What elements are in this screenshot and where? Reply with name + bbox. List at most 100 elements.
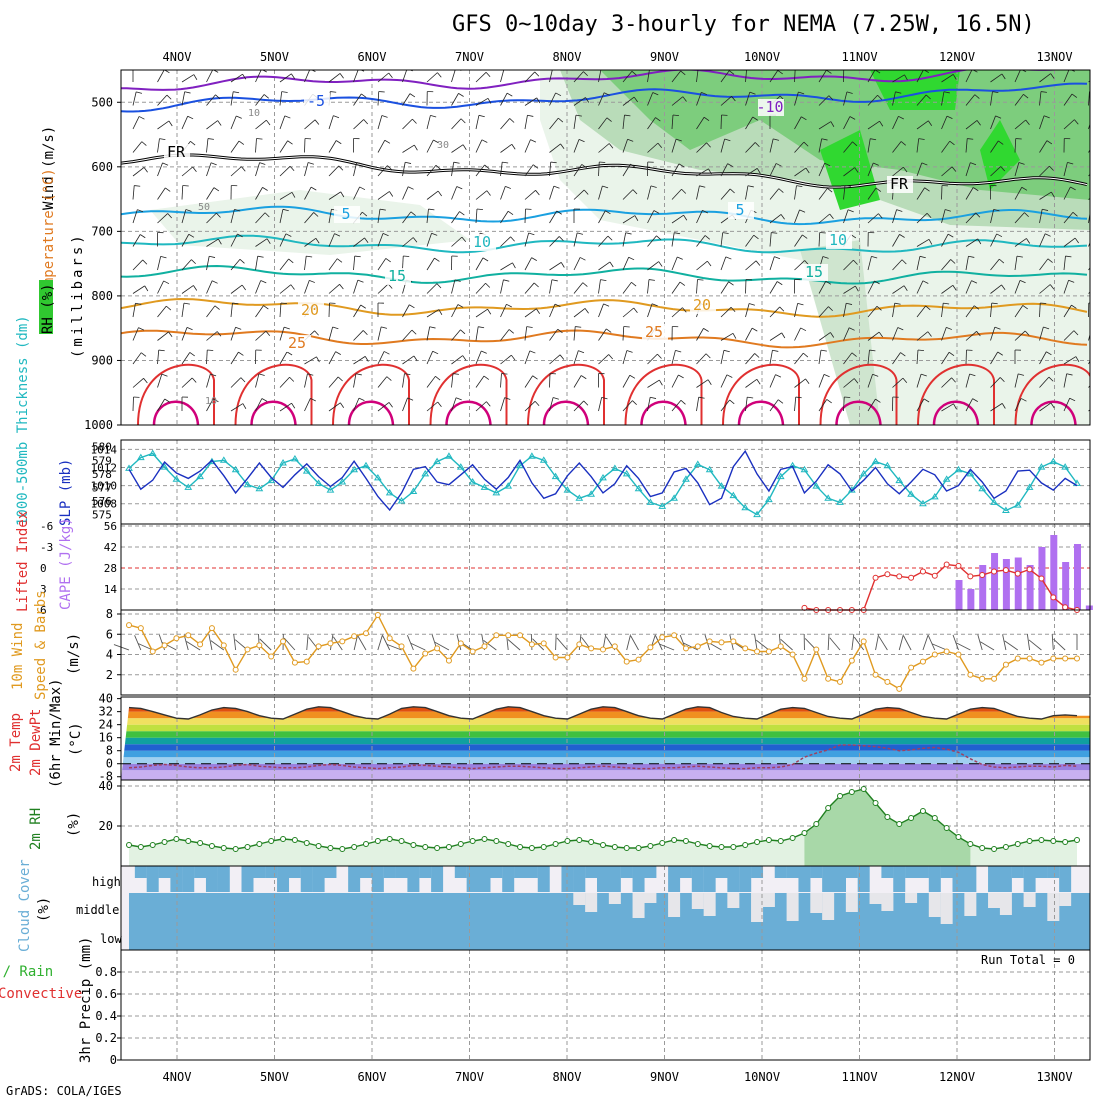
wind-barb xyxy=(647,142,659,153)
cloud-ylabel-2: (%) xyxy=(36,897,52,922)
cloud-mid-gap xyxy=(1047,893,1060,921)
wind-barb-flag xyxy=(624,114,631,117)
wind-barb xyxy=(843,352,853,365)
wind-barb xyxy=(475,139,483,153)
wind-barb-flag xyxy=(993,208,1000,212)
wind10m-speed-marker xyxy=(505,632,512,639)
cape-bar xyxy=(979,565,987,610)
wind10m-speed-marker xyxy=(552,654,559,661)
wind-barb xyxy=(818,138,823,153)
wind-barb xyxy=(745,92,751,106)
cloud-cover-blocks xyxy=(121,866,1090,950)
wind-barb-flag xyxy=(193,285,198,291)
wind-barb xyxy=(230,209,235,224)
wind-barb xyxy=(818,232,821,247)
lifted-index-marker xyxy=(967,573,974,580)
rh2m-marker xyxy=(268,838,275,844)
wind-barb xyxy=(794,116,802,130)
wind-barb-flag xyxy=(213,187,220,192)
wind-barb xyxy=(255,212,266,224)
wind-barb xyxy=(451,70,456,83)
rh2m-marker xyxy=(1014,841,1021,847)
wind-barb-flag xyxy=(313,212,319,217)
wind-barb xyxy=(818,163,826,177)
wind-barb xyxy=(1063,280,1069,294)
wind-barb xyxy=(941,91,945,106)
wind-barb xyxy=(377,351,385,365)
date-label-top-11NOV: 11NOV xyxy=(841,50,877,64)
cloud-label-high: high xyxy=(92,875,121,889)
wind-barb-flag xyxy=(501,373,508,375)
cloud-high-block xyxy=(371,866,384,892)
wind-barb xyxy=(402,373,405,388)
cloud-mid-gap xyxy=(608,893,621,904)
rh2m-marker xyxy=(1074,837,1080,843)
wind-barb-flag xyxy=(798,91,805,95)
wind-barb xyxy=(794,260,806,271)
wind-barb-flag xyxy=(584,308,589,314)
wind-barb xyxy=(500,162,503,177)
wind-barb-flag xyxy=(140,352,147,357)
contour-label-20: 20 xyxy=(301,301,319,319)
cloud-high-block xyxy=(928,866,941,892)
wind-barb xyxy=(500,211,509,224)
wind-barb-flag xyxy=(657,142,663,148)
wind-barb-flag xyxy=(1069,397,1076,402)
wind-barb-flag xyxy=(258,373,265,376)
wind-barb xyxy=(353,373,357,388)
lifted-index-marker xyxy=(955,562,962,569)
wind-barb xyxy=(818,350,822,365)
thickness-tick: 578 xyxy=(92,468,112,481)
wind-barb xyxy=(451,93,459,106)
wind-barb xyxy=(181,209,187,224)
thickness-marker xyxy=(1049,457,1058,465)
wind-barb xyxy=(892,209,897,224)
wind-barb-flag xyxy=(652,92,659,96)
wind-barb-flag xyxy=(410,211,416,216)
wind10m-speed-marker xyxy=(706,638,713,645)
wind-barb xyxy=(696,397,700,412)
wind-barb xyxy=(304,398,311,412)
wind-barb xyxy=(304,237,317,247)
wind-barb xyxy=(843,116,851,130)
wind-barb-flag xyxy=(215,94,221,100)
wind10m-ylabel-3: (m/s) xyxy=(66,633,82,675)
temp-band xyxy=(121,706,1090,712)
wind-barb xyxy=(230,403,244,412)
wind-barb-flag xyxy=(726,374,733,378)
wind-barb xyxy=(279,140,288,153)
cloud-high-block xyxy=(573,866,586,892)
wind-barb xyxy=(573,164,583,177)
wind-barb xyxy=(941,140,951,153)
wind-barb xyxy=(573,139,580,153)
wind-barb-flag xyxy=(431,232,438,236)
wind-barb xyxy=(671,307,683,318)
wind-barb xyxy=(549,236,560,247)
wind-barb-flag xyxy=(259,162,266,165)
wind-barb xyxy=(892,91,896,106)
wind-barb xyxy=(524,350,531,365)
wind-barb xyxy=(794,378,806,388)
cloud-high-block xyxy=(514,866,527,878)
wind-barb-flag xyxy=(476,208,483,211)
wind-barb-flag xyxy=(1050,73,1055,79)
wind-barb xyxy=(304,119,316,130)
wind-barb-flag xyxy=(876,305,882,311)
wind10m-speed-marker xyxy=(765,648,772,655)
wind-barb xyxy=(1014,94,1024,106)
cloud-mid-gap xyxy=(928,893,941,917)
wind-barb xyxy=(720,332,734,341)
wind-barb-flag xyxy=(853,259,858,265)
wind-barb-flag xyxy=(578,350,585,354)
wind-barb xyxy=(353,256,356,271)
upper-air-rh-legend-swatch xyxy=(39,280,53,334)
wind-barb-flag xyxy=(435,376,441,381)
wind10m-speed-marker xyxy=(564,654,571,661)
wind10m-speed-marker xyxy=(149,648,156,655)
wind-barb-flag xyxy=(674,232,681,235)
wind10m-speed-marker xyxy=(955,651,962,658)
thickness-marker xyxy=(646,498,655,505)
rh2m-marker xyxy=(955,834,962,840)
y-tick-label: 20 xyxy=(99,819,113,833)
